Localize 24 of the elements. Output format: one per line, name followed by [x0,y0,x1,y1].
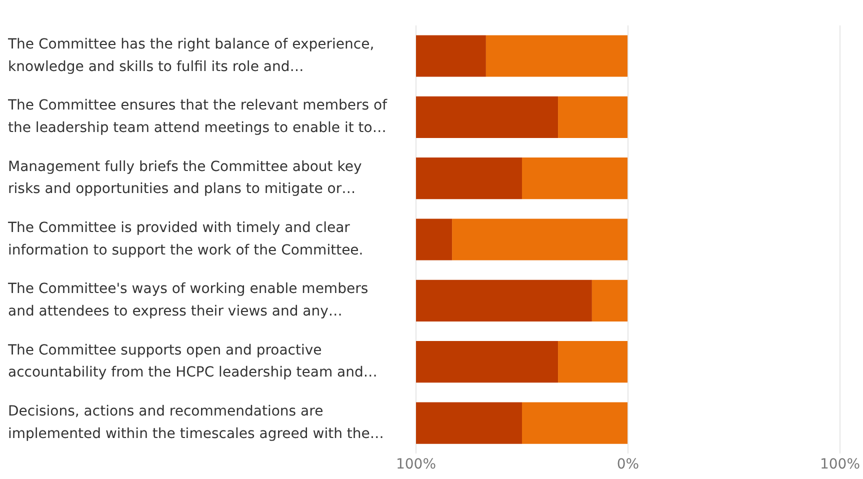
bar [522,158,628,200]
bar [522,402,628,444]
bar [416,280,592,322]
x-tick-label: 100% [396,456,436,473]
bar [416,341,558,383]
bar [592,280,628,322]
x-tick-label: 0% [616,456,640,473]
bar [416,96,558,138]
y-tick-label: The Committee's ways of working enable members and attendees to express their views and any… [7,281,368,320]
y-tick-label: The Committee ensures that the relevant members of the leadership team attend meetings to enable it to… [7,98,388,136]
bar [416,402,522,444]
bar [416,218,452,260]
y-tick-label: Management fully briefs the Committee about key risks and opportunities and plans to mitigate or… [8,158,362,198]
x-tick-label: 100% [820,456,860,473]
y-tick-label: The Committee has the right balance of experience, knowledge and skills to fulfil its role and… [7,36,374,75]
bar [416,158,522,200]
y-tick-label: The Committee supports open and proactive accountability from the HCPC leadership team and… [7,342,378,381]
bar [486,35,628,77]
y-tick-label: Decisions, actions and recommendations are implemented within the timescales agreed with the… [8,403,384,442]
bar [558,341,628,383]
bar [452,218,628,260]
bar [416,35,486,77]
y-tick-label: The Committee is provided with timely and clear information to support the work of the Committee. [7,220,364,258]
bar [558,96,628,138]
